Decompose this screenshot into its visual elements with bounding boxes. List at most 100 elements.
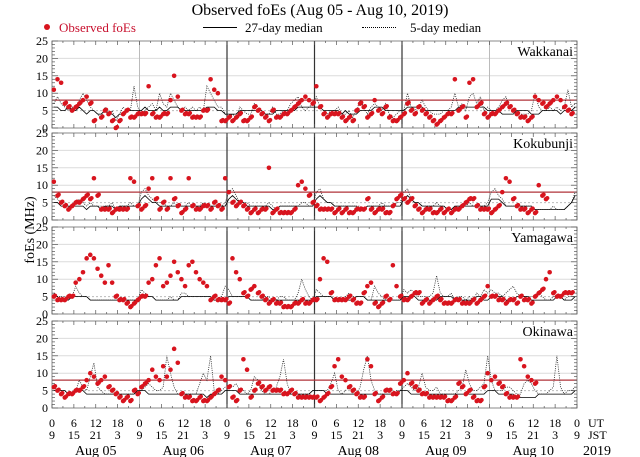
observed-point <box>204 283 210 289</box>
solid-line-icon <box>203 27 237 28</box>
observed-point <box>264 206 269 211</box>
observed-point <box>570 110 575 116</box>
observed-point <box>330 206 335 211</box>
observed-point <box>260 110 266 116</box>
x-tick-label-ut: 0 <box>224 416 230 430</box>
observed-point <box>275 206 280 211</box>
x-tick-label-ut: 0 <box>487 416 493 430</box>
observed-point <box>472 296 477 302</box>
observed-point <box>439 296 444 302</box>
y-tick-label: 25 <box>36 126 48 140</box>
observed-point <box>341 114 346 119</box>
observed-point <box>359 300 364 305</box>
station-label: Yamagawa <box>511 231 573 246</box>
observed-point <box>224 296 229 302</box>
observed-point <box>330 383 335 389</box>
observed-point <box>52 293 58 298</box>
observed-point <box>532 94 538 99</box>
x-tick-label-jst: 15 <box>505 428 517 442</box>
observed-point <box>370 206 375 211</box>
observed-point <box>219 374 224 379</box>
observed-point <box>84 94 89 99</box>
x-tick-label-jst: 21 <box>177 428 189 442</box>
observed-point <box>168 97 173 103</box>
x-tick-label-jst: 3 <box>290 428 296 442</box>
observed-point <box>468 387 473 392</box>
observed-point <box>384 103 389 109</box>
observed-point <box>149 367 155 373</box>
observed-point <box>558 97 563 103</box>
observed-point <box>351 387 357 392</box>
observed-point <box>394 283 399 289</box>
observed-point <box>494 293 499 298</box>
legend-27day-label: 27-day median <box>245 20 323 35</box>
y-tick-label: 15 <box>36 161 48 175</box>
x-tick-label-ut: 0 <box>399 416 405 430</box>
observed-point <box>521 363 527 369</box>
x-tick-label-ut: 6 <box>71 416 77 430</box>
observed-point <box>111 387 116 392</box>
observed-point <box>186 262 192 268</box>
observed-point <box>149 175 155 181</box>
observed-point <box>191 202 196 208</box>
observed-point <box>266 165 272 171</box>
x-tick-label-ut: 18 <box>462 416 474 430</box>
dotted-line-icon <box>362 27 396 28</box>
observed-point <box>89 100 94 105</box>
observed-point <box>424 390 430 396</box>
observed-point <box>525 374 531 379</box>
y-tick-label: 0 <box>42 121 48 135</box>
observed-point <box>175 94 181 99</box>
observed-point <box>180 107 185 112</box>
observed-point <box>146 280 151 285</box>
observed-point <box>501 296 506 302</box>
observed-point <box>58 80 64 86</box>
observed-point <box>512 195 517 201</box>
observed-point <box>489 377 494 383</box>
observed-point <box>187 110 193 116</box>
observed-point <box>351 296 357 302</box>
observed-point <box>146 377 151 383</box>
legend-observed-label: Observed foEs <box>59 20 136 35</box>
observed-point <box>295 182 301 188</box>
observed-point <box>472 195 477 201</box>
x-tick-label-jst: 9 <box>399 428 405 442</box>
observed-point <box>198 114 204 119</box>
observed-point <box>60 199 65 204</box>
observed-point <box>315 296 320 302</box>
observed-point <box>95 266 100 272</box>
observed-point <box>157 377 162 383</box>
x-tick-label-jst: 21 <box>265 428 277 442</box>
observed-point <box>197 276 202 282</box>
observed-point <box>91 175 97 181</box>
observed-point <box>321 256 326 261</box>
legend-observed: Observed foEs <box>44 20 136 36</box>
observed-point <box>428 206 433 211</box>
observed-point <box>461 383 466 389</box>
observed-point <box>516 202 521 208</box>
observed-point <box>424 296 430 302</box>
observed-point <box>450 110 455 116</box>
observed-point <box>87 370 93 376</box>
observed-point <box>153 374 159 379</box>
observed-point <box>176 202 182 208</box>
x-tick-label-ut: 6 <box>421 416 427 430</box>
observed-point <box>384 293 389 298</box>
observed-point <box>279 387 284 392</box>
observed-point <box>516 110 521 116</box>
observed-point <box>499 189 505 195</box>
observed-point <box>209 206 214 211</box>
observed-point <box>109 280 115 285</box>
observed-point <box>344 206 349 211</box>
x-tick-label-jst: 15 <box>418 428 430 442</box>
observed-point <box>563 103 568 109</box>
observed-point <box>213 199 218 204</box>
observed-point <box>67 103 72 109</box>
observed-point <box>452 76 458 82</box>
year-label: 2019 <box>583 444 611 457</box>
station-label: Kokubunji <box>513 137 573 152</box>
observed-point <box>193 269 199 275</box>
observed-point <box>118 117 123 123</box>
observed-point <box>125 394 131 399</box>
